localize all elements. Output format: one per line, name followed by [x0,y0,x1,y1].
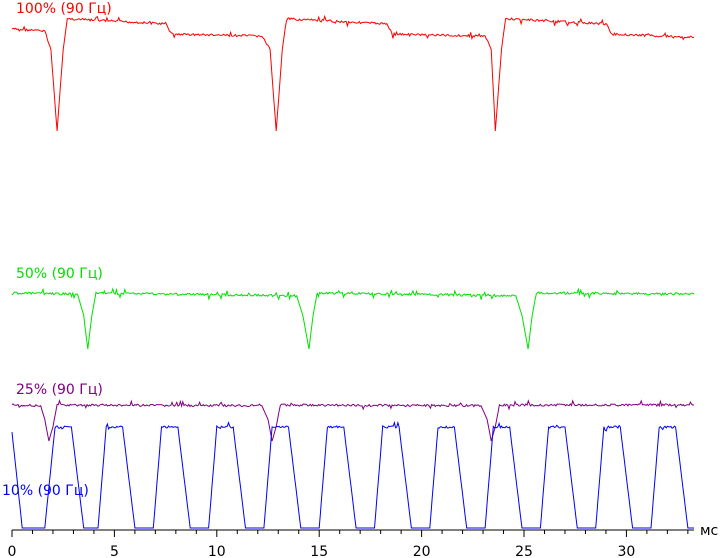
series-line-2 [11,399,694,442]
series-line-1 [11,287,695,350]
x-tick-label: 15 [310,544,328,558]
x-axis-unit: мс [700,523,718,539]
series-line-0 [11,14,695,132]
x-tick-label: 0 [8,544,17,558]
x-ticks: 0 5 10 15 20 25 30 [8,530,689,558]
series-label-50: 50% (90 Гц) [16,266,103,282]
x-tick-label: 30 [618,544,636,558]
traces [11,14,695,529]
x-tick-label: 20 [413,544,431,558]
x-tick-label: 5 [110,544,119,558]
series-label-100: 100% (90 Гц) [16,1,112,17]
series-label-10: 10% (90 Гц) [2,483,89,499]
x-tick-label: 10 [208,544,226,558]
x-axis: 0 5 10 15 20 25 30 мс [8,523,719,558]
series-line-3 [11,420,694,529]
series-label-25: 25% (90 Гц) [16,382,103,398]
x-tick-label: 25 [515,544,533,558]
